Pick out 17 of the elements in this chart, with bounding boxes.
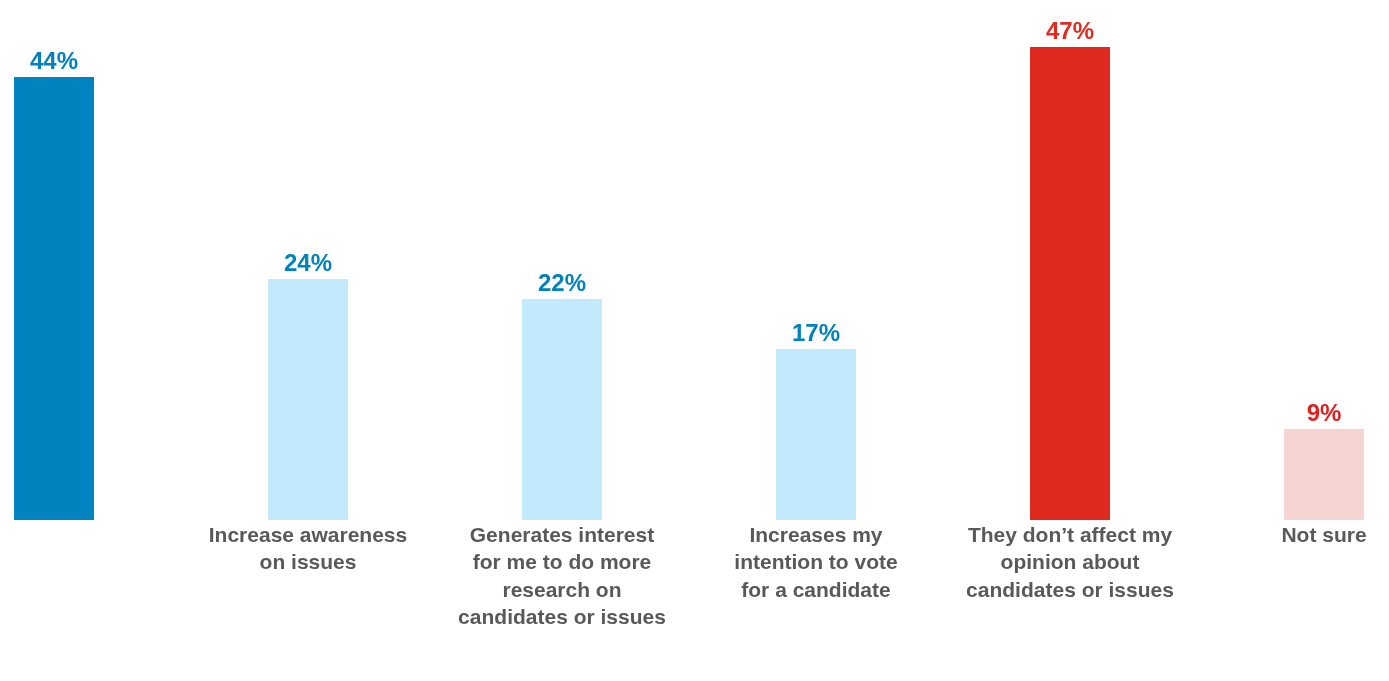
data-label: 22% (537, 269, 587, 296)
data-label: 24% (283, 249, 333, 276)
x-tick-label: Not sure (1281, 523, 1367, 546)
data-label: 17% (791, 319, 841, 346)
data-label: 9% (1306, 399, 1342, 426)
x-tick-label: Generates interest for me to do more research on candidates or issues (458, 523, 666, 628)
x-tick-label: Increase awareness on issues (208, 523, 408, 574)
bar (1284, 429, 1364, 520)
bar (776, 349, 856, 520)
data-label: 44% (29, 47, 79, 74)
data-label: 47% (1045, 17, 1095, 44)
x-tick-label: Increases my intention to vote for a candidate (734, 523, 898, 601)
bar (268, 279, 348, 520)
bar (522, 299, 602, 520)
bar (14, 77, 94, 520)
x-tick-label: They don’t affect my opinion about candidates or issues (966, 523, 1174, 601)
bar (1030, 47, 1110, 520)
